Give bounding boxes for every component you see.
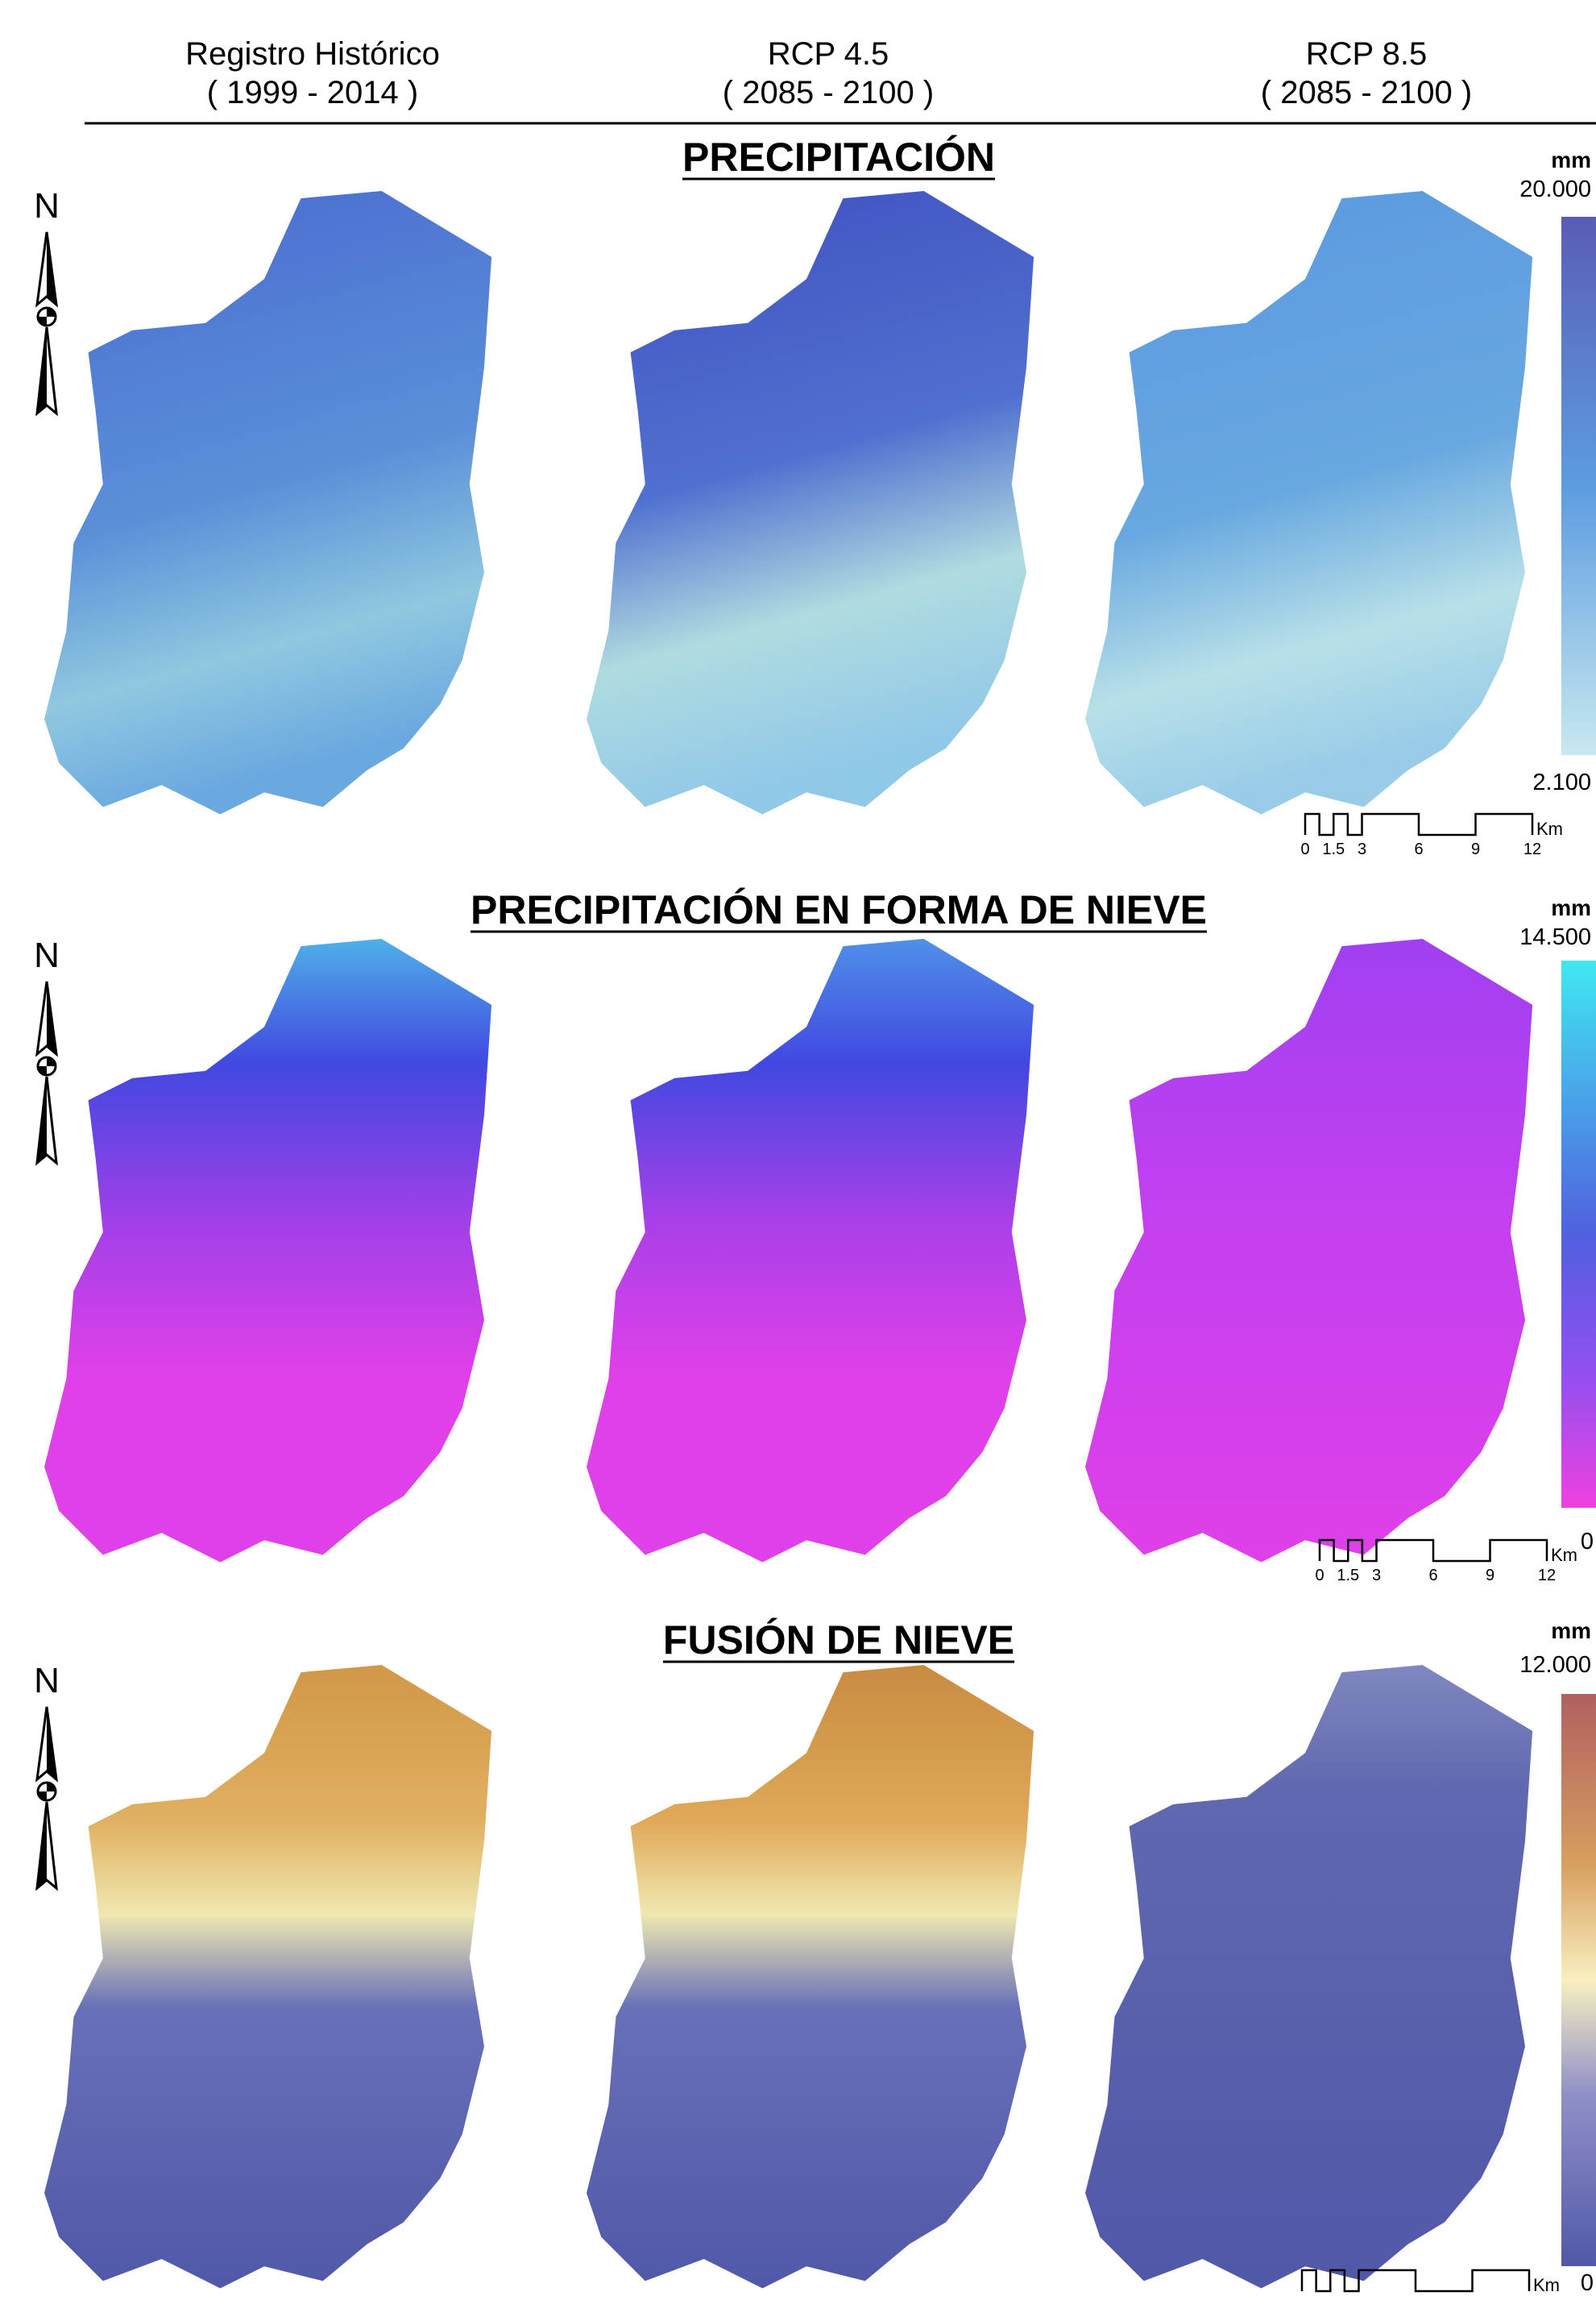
- scale-label: 0: [1300, 841, 1309, 858]
- basin-map: [587, 1665, 1034, 2289]
- scale-label: 0: [1315, 1567, 1324, 1584]
- legend-max: 14.500: [1519, 924, 1591, 950]
- basin-map: [587, 939, 1034, 1563]
- column-period: ( 1999 - 2014 ): [207, 75, 418, 110]
- scale-bar: [1305, 814, 1532, 835]
- legend-unit: mm: [1551, 895, 1591, 920]
- scale-label: 6: [1428, 1567, 1437, 1584]
- scale-unit: Km: [1533, 2275, 1560, 2295]
- legend-min: 0: [1581, 1529, 1594, 1555]
- legend-min: 0: [1581, 2270, 1594, 2296]
- column-title: RCP 4.5: [768, 36, 889, 72]
- scale-unit: Km: [1551, 1545, 1577, 1565]
- basin-map: [44, 939, 491, 1563]
- section-title: PRECIPITACIÓN EN FORMA DE NIEVE: [471, 887, 1207, 932]
- scale-label: 6: [1414, 841, 1423, 858]
- scale-unit: Km: [1536, 819, 1563, 839]
- legend-unit: mm: [1551, 147, 1591, 172]
- scale-label: 12: [1538, 1567, 1556, 1584]
- arrow-head-fill: [47, 232, 56, 305]
- column-title: Registro Histórico: [185, 36, 440, 72]
- section-title: FUSIÓN DE NIEVE: [663, 1617, 1014, 1663]
- basin-map: [1085, 191, 1532, 815]
- north-label: N: [34, 1661, 60, 1700]
- arrow-head-fill: [47, 1707, 56, 1779]
- column-period: ( 2085 - 2100 ): [1261, 75, 1472, 110]
- legend-bar: [1561, 961, 1596, 1508]
- basin-map: [44, 191, 491, 815]
- figure: Registro Histórico( 1999 - 2014 ) RCP 4.5…: [0, 0, 1596, 2300]
- scale-label: 9: [1486, 1567, 1494, 1584]
- legend-min: 2.100: [1532, 770, 1591, 795]
- basin-map: [44, 1665, 491, 2289]
- legend-unit: mm: [1551, 1618, 1591, 1643]
- scale-label: 1.5: [1337, 1567, 1359, 1584]
- arrow-head-fill: [47, 982, 56, 1054]
- north-arrow: [37, 982, 56, 1163]
- legend-max: 12.000: [1519, 1652, 1591, 1678]
- scale-label: 3: [1358, 841, 1366, 858]
- scale-label: 9: [1471, 841, 1480, 858]
- scale-label: 3: [1372, 1567, 1381, 1584]
- column-period: ( 2085 - 2100 ): [723, 75, 934, 110]
- basin-map: [1085, 1665, 1532, 2289]
- scale-label: 1.5: [1322, 841, 1345, 858]
- north-label: N: [34, 186, 60, 226]
- north-arrow: [37, 232, 56, 413]
- basin-map: [1085, 939, 1532, 1563]
- section-title: PRECIPITACIÓN: [682, 135, 995, 180]
- legend-max: 20.000: [1519, 176, 1591, 202]
- basin-map: [587, 191, 1034, 815]
- scale-label: 12: [1523, 841, 1541, 858]
- legend-bar: [1561, 1694, 1596, 2266]
- legend-bar: [1561, 217, 1596, 755]
- north-arrow: [37, 1707, 56, 1888]
- column-title: RCP 8.5: [1306, 36, 1427, 72]
- north-label: N: [34, 936, 60, 975]
